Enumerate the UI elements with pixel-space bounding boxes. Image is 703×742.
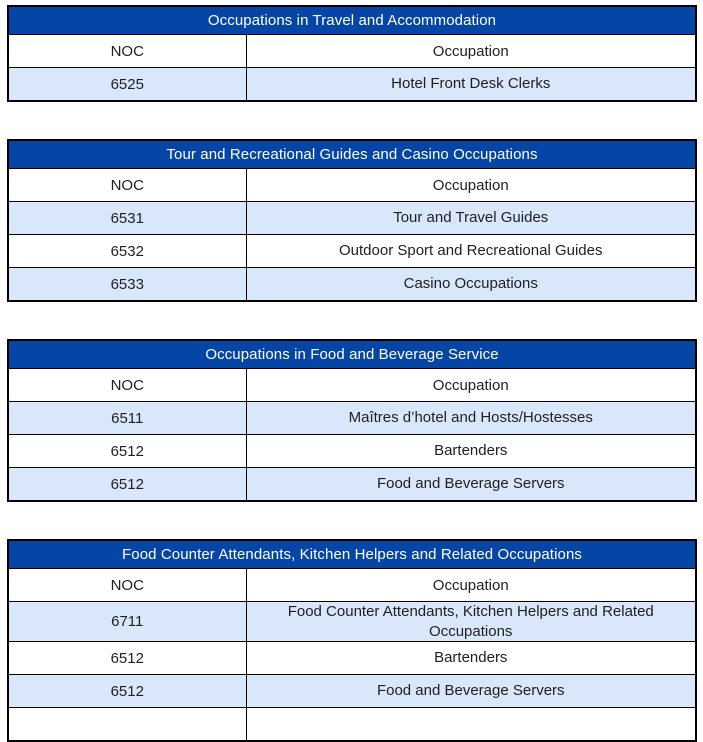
occupation-cell: Outdoor Sport and Recreational Guides: [245, 234, 697, 268]
column-header-noc: NOC: [7, 568, 247, 602]
column-header-noc: NOC: [7, 168, 247, 202]
noc-cell: 6711: [7, 601, 247, 642]
table-row: 6525 Hotel Front Desk Clerks: [7, 67, 697, 102]
table-row: 6512 Bartenders: [7, 434, 697, 468]
noc-cell: [7, 707, 247, 742]
occupation-cell: Tour and Travel Guides: [245, 201, 697, 235]
table-row: 6533 Casino Occupations: [7, 267, 697, 302]
occupation-cell: Bartenders: [245, 641, 697, 675]
table-title-row: Occupations in Food and Beverage Service: [7, 339, 697, 369]
occupation-cell: Hotel Front Desk Clerks: [245, 67, 697, 102]
table-row: 6512 Food and Beverage Servers: [7, 467, 697, 502]
table-title: Tour and Recreational Guides and Casino …: [7, 139, 697, 169]
table-row: 6532 Outdoor Sport and Recreational Guid…: [7, 234, 697, 268]
column-header-occupation: Occupation: [245, 168, 697, 202]
table-body: 6531 Tour and Travel Guides 6532 Outdoor…: [7, 201, 697, 302]
column-header-row: NOC Occupation: [7, 368, 697, 402]
table-title-row: Occupations in Travel and Accommodation: [7, 5, 697, 35]
noc-cell: 6512: [7, 467, 247, 502]
occupation-cell: Food and Beverage Servers: [245, 467, 697, 502]
occupation-table: Tour and Recreational Guides and Casino …: [7, 139, 697, 302]
occupation-cell: Casino Occupations: [245, 267, 697, 302]
noc-cell: 6512: [7, 674, 247, 708]
table-row: 6512 Food and Beverage Servers: [7, 674, 697, 708]
noc-cell: 6531: [7, 201, 247, 235]
occupation-table: Food Counter Attendants, Kitchen Helpers…: [7, 539, 697, 742]
table-row: 6512 Bartenders: [7, 641, 697, 675]
column-header-noc: NOC: [7, 368, 247, 402]
occupation-cell: Bartenders: [245, 434, 697, 468]
column-header-row: NOC Occupation: [7, 568, 697, 602]
noc-cell: 6512: [7, 641, 247, 675]
column-header-occupation: Occupation: [245, 34, 697, 68]
table-row: 6711 Food Counter Attendants, Kitchen He…: [7, 601, 697, 642]
column-header-occupation: Occupation: [245, 568, 697, 602]
table-body: 6511 Maîtres d’hotel and Hosts/Hostesses…: [7, 401, 697, 502]
table-body: 6525 Hotel Front Desk Clerks: [7, 67, 697, 102]
occupation-cell: [245, 707, 697, 742]
noc-cell: 6532: [7, 234, 247, 268]
noc-cell: 6525: [7, 67, 247, 102]
table-body: 6711 Food Counter Attendants, Kitchen He…: [7, 601, 697, 742]
table-title: Food Counter Attendants, Kitchen Helpers…: [7, 539, 697, 569]
occupation-cell: Food and Beverage Servers: [245, 674, 697, 708]
column-header-row: NOC Occupation: [7, 34, 697, 68]
column-header-noc: NOC: [7, 34, 247, 68]
table-row-partial: [7, 707, 697, 742]
occupation-cell: Food Counter Attendants, Kitchen Helpers…: [245, 601, 697, 642]
table-row: 6531 Tour and Travel Guides: [7, 201, 697, 235]
column-header-occupation: Occupation: [245, 368, 697, 402]
table-title: Occupations in Travel and Accommodation: [7, 5, 697, 35]
noc-cell: 6512: [7, 434, 247, 468]
table-title: Occupations in Food and Beverage Service: [7, 339, 697, 369]
table-title-row: Food Counter Attendants, Kitchen Helpers…: [7, 539, 697, 569]
noc-cell: 6533: [7, 267, 247, 302]
occupation-cell: Maîtres d’hotel and Hosts/Hostesses: [245, 401, 697, 435]
noc-cell: 6511: [7, 401, 247, 435]
occupation-table: Occupations in Travel and Accommodation …: [7, 5, 697, 102]
table-title-row: Tour and Recreational Guides and Casino …: [7, 139, 697, 169]
table-row: 6511 Maîtres d’hotel and Hosts/Hostesses: [7, 401, 697, 435]
column-header-row: NOC Occupation: [7, 168, 697, 202]
occupation-table: Occupations in Food and Beverage Service…: [7, 339, 697, 502]
